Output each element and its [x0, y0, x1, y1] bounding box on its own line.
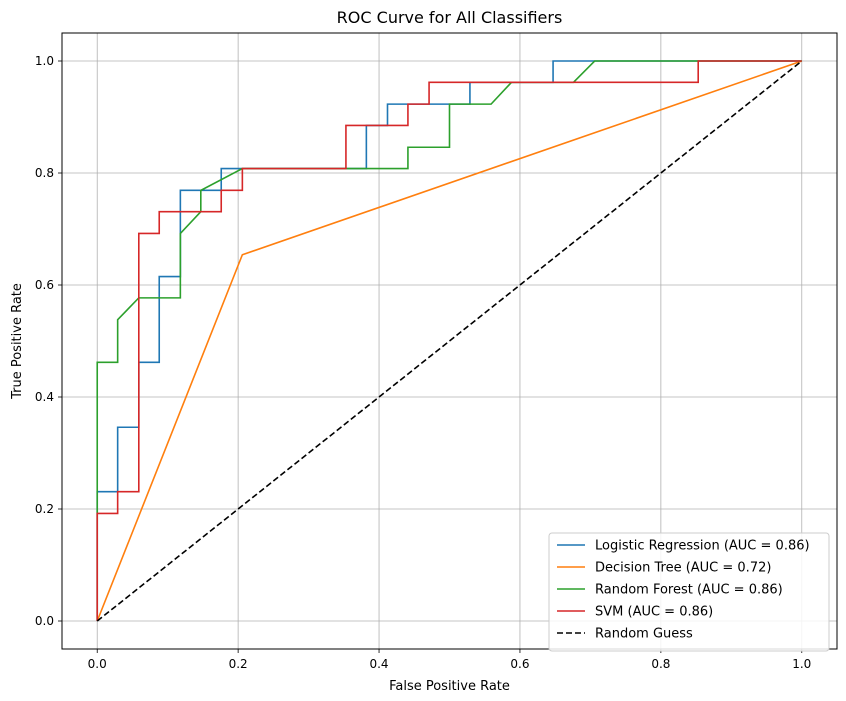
- x-tick-label: 0.0: [88, 657, 107, 671]
- legend-box: [548, 532, 830, 652]
- x-tick-label: 0.8: [651, 657, 670, 671]
- grid: [62, 33, 837, 649]
- y-tick-label: 0.4: [35, 390, 54, 404]
- legend-label: Logistic Regression (AUC = 0.86): [595, 539, 810, 554]
- series-line-decision-tree: [96, 60, 803, 622]
- legend: Logistic Regression (AUC = 0.86) Decision…: [548, 532, 830, 652]
- chart-title: ROC Curve for All Classifiers: [337, 8, 563, 27]
- legend-label: Random Guess: [595, 627, 693, 642]
- series-line-random-guess: [96, 60, 803, 622]
- x-tick-label: 1.0: [792, 657, 811, 671]
- y-axis-label: True Positive Rate: [10, 283, 25, 400]
- x-tick-label: 0.4: [369, 657, 388, 671]
- x-tick-label: 0.2: [229, 657, 248, 671]
- axis-ticks: 0.0 0.2 0.4 0.6 0.8 1.0 0.0 0.2 0.4 0.6 0.8 1.0: [35, 54, 811, 671]
- x-tick-label: 0.6: [510, 657, 529, 671]
- legend-label: SVM (AUC = 0.86): [595, 605, 713, 620]
- y-tick-label: 1.0: [35, 54, 54, 68]
- legend-label: Random Forest (AUC = 0.86): [595, 583, 783, 598]
- series-lines: [96, 60, 803, 622]
- axes-frame: [61, 32, 838, 650]
- y-tick-label: 0.2: [35, 502, 54, 516]
- y-tick-label: 0.8: [35, 166, 54, 180]
- legend-label: Decision Tree (AUC = 0.72): [595, 561, 771, 576]
- x-axis-label: False Positive Rate: [389, 679, 510, 694]
- y-tick-label: 0.0: [35, 614, 54, 628]
- y-tick-label: 0.6: [35, 278, 54, 292]
- series-line-svm: [96, 60, 802, 621]
